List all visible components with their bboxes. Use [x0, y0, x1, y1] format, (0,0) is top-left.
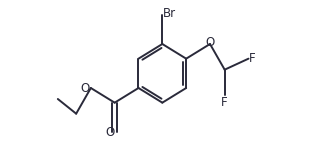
- Text: O: O: [205, 36, 215, 49]
- Text: O: O: [105, 126, 115, 138]
- Text: Br: Br: [163, 7, 176, 20]
- Text: F: F: [249, 52, 256, 65]
- Text: O: O: [81, 81, 90, 95]
- Text: F: F: [221, 96, 228, 109]
